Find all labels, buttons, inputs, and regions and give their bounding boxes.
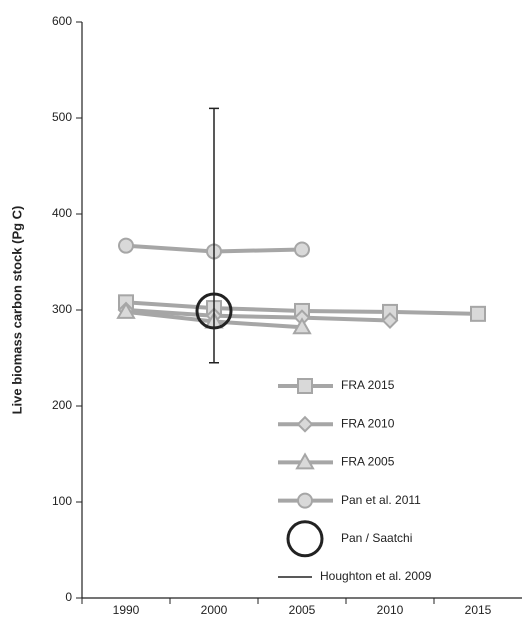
point xyxy=(381,312,399,329)
y-tick-label: 300 xyxy=(52,302,72,316)
x-tick-label: 2000 xyxy=(201,603,228,617)
series-line xyxy=(125,308,391,323)
x-tick-label: 1990 xyxy=(113,603,140,617)
point xyxy=(116,301,136,319)
point xyxy=(294,241,310,258)
point xyxy=(470,305,486,322)
legend-label: Pan et al. 2011 xyxy=(341,493,421,507)
y-axis-label: Live biomass carbon stock (Pg C) xyxy=(9,206,24,415)
x-tick-label: 2010 xyxy=(377,603,404,617)
error-bar xyxy=(209,107,219,364)
y-tick-label: 200 xyxy=(52,398,72,412)
x-tick-label: 2015 xyxy=(465,603,492,617)
y-tick-label: 500 xyxy=(52,110,72,124)
legend-label: FRA 2010 xyxy=(341,416,395,430)
legend-label: FRA 2005 xyxy=(341,455,395,469)
y-tick-label: 400 xyxy=(52,206,72,220)
y-tick-label: 600 xyxy=(52,14,72,28)
point xyxy=(292,317,312,335)
legend-label: FRA 2015 xyxy=(341,378,395,392)
legend-marker xyxy=(297,492,313,509)
legend-marker xyxy=(286,520,324,558)
legend-marker xyxy=(295,452,315,470)
legend-marker xyxy=(297,378,313,394)
legend-marker xyxy=(296,415,314,433)
y-tick-label: 100 xyxy=(52,494,72,508)
point xyxy=(118,237,134,254)
legend-label: Houghton et al. 2009 xyxy=(320,569,432,583)
x-tick-label: 2005 xyxy=(289,603,316,617)
y-tick-label: 0 xyxy=(65,590,72,604)
legend-label: Pan / Saatchi xyxy=(341,531,412,545)
